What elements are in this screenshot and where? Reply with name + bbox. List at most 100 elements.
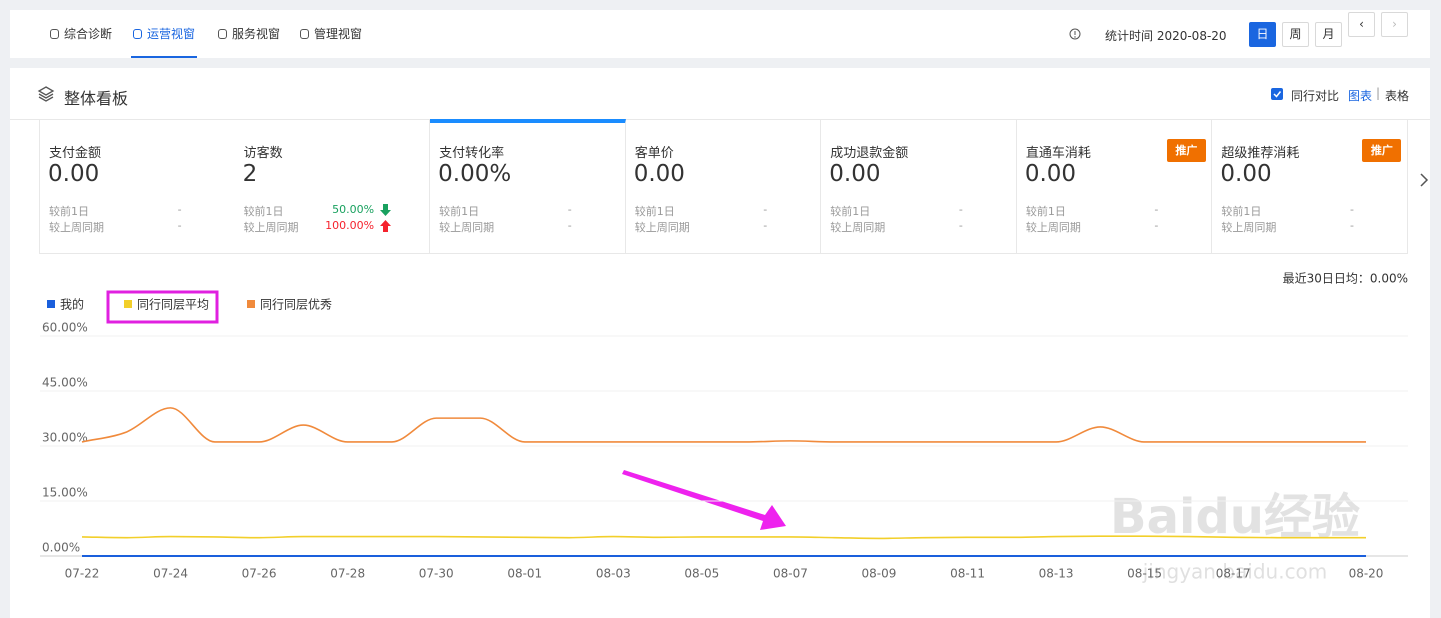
period-button[interactable]: 周: [1282, 22, 1309, 47]
metric-title: 客单价: [634, 146, 674, 161]
x-tick-label: 07-30: [419, 567, 454, 581]
x-tick-label: 08-11: [950, 567, 985, 581]
view-separator: |: [1376, 86, 1381, 100]
x-tick-label: 08-03: [596, 567, 631, 581]
metric-card[interactable]: 超级推荐消耗 0.00 推广较前1日 - 较上周同期 -: [1212, 119, 1408, 254]
metric-title: 直通车消耗: [1025, 146, 1091, 161]
period-button[interactable]: 月: [1315, 22, 1342, 47]
compare-label: 较前1日: [49, 205, 89, 218]
view-table[interactable]: 表格: [1385, 89, 1410, 103]
view-chart[interactable]: 图表: [1348, 89, 1373, 103]
compare-value: 100.00%: [325, 219, 375, 232]
x-tick-label: 08-01: [507, 567, 542, 581]
compare-value: -: [567, 203, 572, 216]
legend-swatch: [124, 300, 132, 308]
compare-value: 50.00%: [332, 203, 375, 216]
trend-arrow: [380, 204, 392, 216]
compare-label: 较前1日: [1025, 205, 1066, 218]
nav-tab[interactable]: 运营视窗: [131, 10, 198, 58]
x-tick-label: 08-15: [1127, 567, 1162, 581]
compare-value: -: [177, 219, 182, 232]
compare-label: 较上周同期: [634, 221, 690, 234]
series-line: [81, 407, 1366, 443]
metric-title: 超级推荐消耗: [1221, 146, 1300, 161]
metric-card[interactable]: 成功退款金额 0.00 较前1日 - 较上周同期 -: [821, 119, 1017, 254]
x-tick-label: 08-05: [684, 567, 719, 581]
legend-highlight: [106, 290, 219, 324]
tab-icon: [300, 29, 309, 39]
compare-label: 较上周同期: [49, 221, 104, 234]
promo-badge[interactable]: 推广: [1362, 139, 1402, 162]
compare-label: 较前1日: [243, 205, 284, 218]
stat-time: 统计时间 2020-08-20: [1105, 29, 1227, 43]
compare-checkbox[interactable]: [1271, 88, 1283, 100]
metric-title: 访客数: [243, 146, 283, 161]
chart-note: 最近30日日均：0.00%: [1283, 272, 1408, 286]
compare-value: -: [567, 219, 572, 232]
metric-card[interactable]: 直通车消耗 0.00 推广 较前1日 - 较上周同期 -: [1016, 119, 1213, 254]
nav-bar: 综合诊断 运营视窗 服务视窗 管理视窗: [10, 10, 1430, 58]
compare-label: 较前1日: [634, 205, 675, 218]
promo-badge[interactable]: 推广: [1166, 139, 1206, 162]
compare-label: 较前1日: [1221, 205, 1262, 218]
compare-label: 较前1日: [439, 205, 480, 218]
info-icon[interactable]: [1069, 28, 1081, 40]
x-tick-label: 07-26: [242, 567, 277, 581]
period-button[interactable]: 日: [1249, 22, 1276, 47]
metric-value: 0.00: [1220, 161, 1272, 187]
metric-value: 0.00%: [438, 161, 512, 187]
metric-value: 2: [242, 161, 258, 187]
x-tick-label: 07-22: [65, 567, 100, 581]
nav-tab[interactable]: 综合诊断: [48, 10, 114, 58]
compare-value: -: [958, 203, 963, 216]
metric-title: 支付转化率: [439, 146, 505, 161]
x-tick-label: 08-07: [773, 567, 808, 581]
tab-icon: [133, 29, 142, 39]
trend-arrow: [380, 220, 392, 232]
compare-label: 较上周同期: [439, 221, 495, 234]
compare-value: -: [763, 203, 768, 216]
annotation-arrow: [622, 470, 786, 530]
legend-label: 我的: [60, 297, 84, 312]
compare-value: -: [763, 219, 768, 232]
metric-value: 0.00: [829, 161, 881, 187]
metric-title: 成功退款金额: [830, 146, 909, 161]
compare-value: -: [1154, 203, 1159, 216]
compare-value: -: [177, 203, 182, 216]
compare-value: -: [1350, 219, 1354, 232]
x-tick-label: 07-24: [153, 567, 188, 581]
compare-label: 较上周同期: [243, 221, 299, 234]
legend-swatch: [47, 300, 55, 308]
metric-value: 0.00: [48, 161, 100, 187]
x-tick-label: 08-09: [862, 567, 897, 581]
compare-label: 较上周同期: [1025, 221, 1081, 234]
scroll-right[interactable]: [1418, 172, 1430, 188]
compare-label: 较上周同期: [830, 221, 886, 234]
compare-label: 较上周同期: [1221, 221, 1277, 234]
panel-title: 整体看板: [64, 89, 129, 108]
legend-label: 同行同层平均: [137, 298, 209, 312]
metric-card[interactable]: 支付金额 0.00 较前1日 - 较上周同期 -: [39, 119, 236, 254]
metric-card[interactable]: 客单价 0.00 较前1日 - 较上周同期 -: [625, 119, 822, 254]
prev-button[interactable]: ‹: [1348, 12, 1375, 37]
next-button[interactable]: ›: [1381, 12, 1408, 37]
metric-card[interactable]: 访客数 2 较前1日 50.00% 较上周同期 100.00%: [234, 119, 431, 254]
nav-tab[interactable]: 管理视窗: [298, 10, 364, 58]
layers-icon: [37, 86, 55, 102]
x-tick-label: 08-13: [1039, 567, 1074, 581]
compare-label: 较前1日: [830, 205, 871, 218]
nav-tab[interactable]: 服务视窗: [216, 10, 282, 58]
legend-swatch: [247, 300, 255, 308]
tab-icon: [50, 29, 59, 39]
y-tick-label: 0.00%: [42, 541, 80, 555]
metric-card[interactable]: 支付转化率 0.00% 较前1日 - 较上周同期 -: [430, 119, 626, 254]
y-tick-label: 15.00%: [42, 486, 88, 500]
legend-label: 同行同层优秀: [260, 298, 332, 312]
metric-value: 0.00: [633, 161, 685, 187]
x-tick-label: 07-28: [330, 567, 365, 581]
trend-arrow-shape: [380, 220, 392, 232]
y-tick-label: 45.00%: [42, 376, 88, 390]
compare-value: -: [1350, 203, 1354, 216]
